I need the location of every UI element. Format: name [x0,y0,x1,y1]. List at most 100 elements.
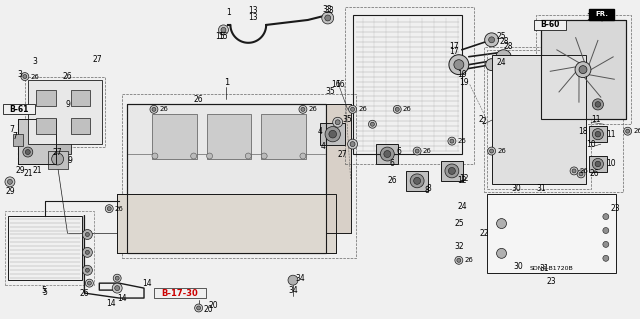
Text: 26: 26 [115,206,124,212]
Text: 1: 1 [224,78,229,87]
Bar [8,216,83,280]
Text: 25: 25 [497,32,506,41]
Circle shape [300,153,306,159]
Bar [344,7,474,164]
Circle shape [490,149,493,153]
Text: 30: 30 [511,184,522,193]
Circle shape [325,127,340,142]
Circle shape [348,139,358,149]
Bar [589,96,607,112]
Circle shape [5,177,15,187]
Text: 31: 31 [536,184,546,193]
Circle shape [112,283,122,293]
Text: 34: 34 [288,286,298,295]
Circle shape [380,147,394,161]
Text: 25: 25 [454,219,463,228]
Text: 26: 26 [194,95,204,104]
Circle shape [76,93,85,103]
Text: 11: 11 [606,130,616,139]
Circle shape [448,137,456,145]
Circle shape [78,124,83,129]
Text: 4: 4 [321,142,325,151]
Text: 24: 24 [497,58,506,67]
Circle shape [450,139,454,143]
Text: 1: 1 [226,8,231,17]
Circle shape [324,15,331,21]
Circle shape [52,153,63,165]
Text: 26: 26 [159,106,168,112]
Circle shape [371,122,374,126]
Text: 10: 10 [586,140,596,149]
Bar [536,15,630,124]
Text: 10: 10 [606,160,616,168]
Circle shape [78,96,83,101]
Circle shape [83,265,92,275]
Text: 27: 27 [52,148,63,157]
Text: 26: 26 [633,128,640,134]
Circle shape [394,105,401,113]
Text: 33: 33 [323,4,333,13]
Bar [18,119,56,164]
Text: 21: 21 [23,169,33,178]
Circle shape [44,96,48,101]
Circle shape [455,256,463,264]
Bar [127,104,326,253]
Circle shape [445,164,459,178]
Text: SDN4-B1720B: SDN4-B1720B [529,266,573,271]
Bar [589,156,607,172]
Circle shape [115,286,120,291]
Circle shape [410,174,424,188]
Circle shape [570,167,578,175]
Circle shape [288,275,298,285]
Circle shape [322,12,333,24]
Circle shape [449,167,456,174]
Text: 14: 14 [117,293,127,302]
Text: 8: 8 [425,186,429,195]
Circle shape [486,59,497,70]
Circle shape [8,179,12,184]
Circle shape [152,153,158,159]
Circle shape [152,108,156,111]
Circle shape [41,121,51,131]
Circle shape [196,306,200,310]
Text: 19: 19 [459,78,468,87]
Circle shape [21,73,29,80]
Text: 30: 30 [513,262,524,271]
Text: 14: 14 [142,279,152,288]
Bar [56,129,70,154]
Text: 26: 26 [79,289,89,298]
Circle shape [150,105,158,113]
Text: 15: 15 [219,32,228,41]
Text: 26: 26 [30,74,39,79]
Circle shape [26,150,30,154]
Bar [541,20,626,119]
Bar [18,119,56,164]
Circle shape [44,124,48,129]
Bar [25,77,105,147]
Bar [117,194,336,253]
Circle shape [85,268,90,272]
Text: FR.: FR. [595,11,609,18]
Circle shape [245,153,252,159]
Bar [122,94,356,258]
Bar [13,134,23,146]
Circle shape [335,120,340,125]
Bar [28,79,102,144]
Text: 33: 33 [325,5,335,15]
Bar [154,288,205,298]
Text: 26: 26 [308,106,317,112]
Circle shape [593,129,604,140]
Circle shape [579,172,583,176]
Text: 26: 26 [589,169,599,178]
Text: 17: 17 [449,42,459,51]
Text: 7: 7 [10,125,14,134]
Text: 19: 19 [457,70,467,79]
Text: 5: 5 [41,286,46,295]
Text: 11: 11 [591,115,601,124]
Bar [353,15,462,154]
Bar [261,114,306,159]
Circle shape [41,93,51,103]
Text: 23: 23 [611,204,621,213]
Circle shape [350,142,355,147]
Circle shape [497,249,506,258]
